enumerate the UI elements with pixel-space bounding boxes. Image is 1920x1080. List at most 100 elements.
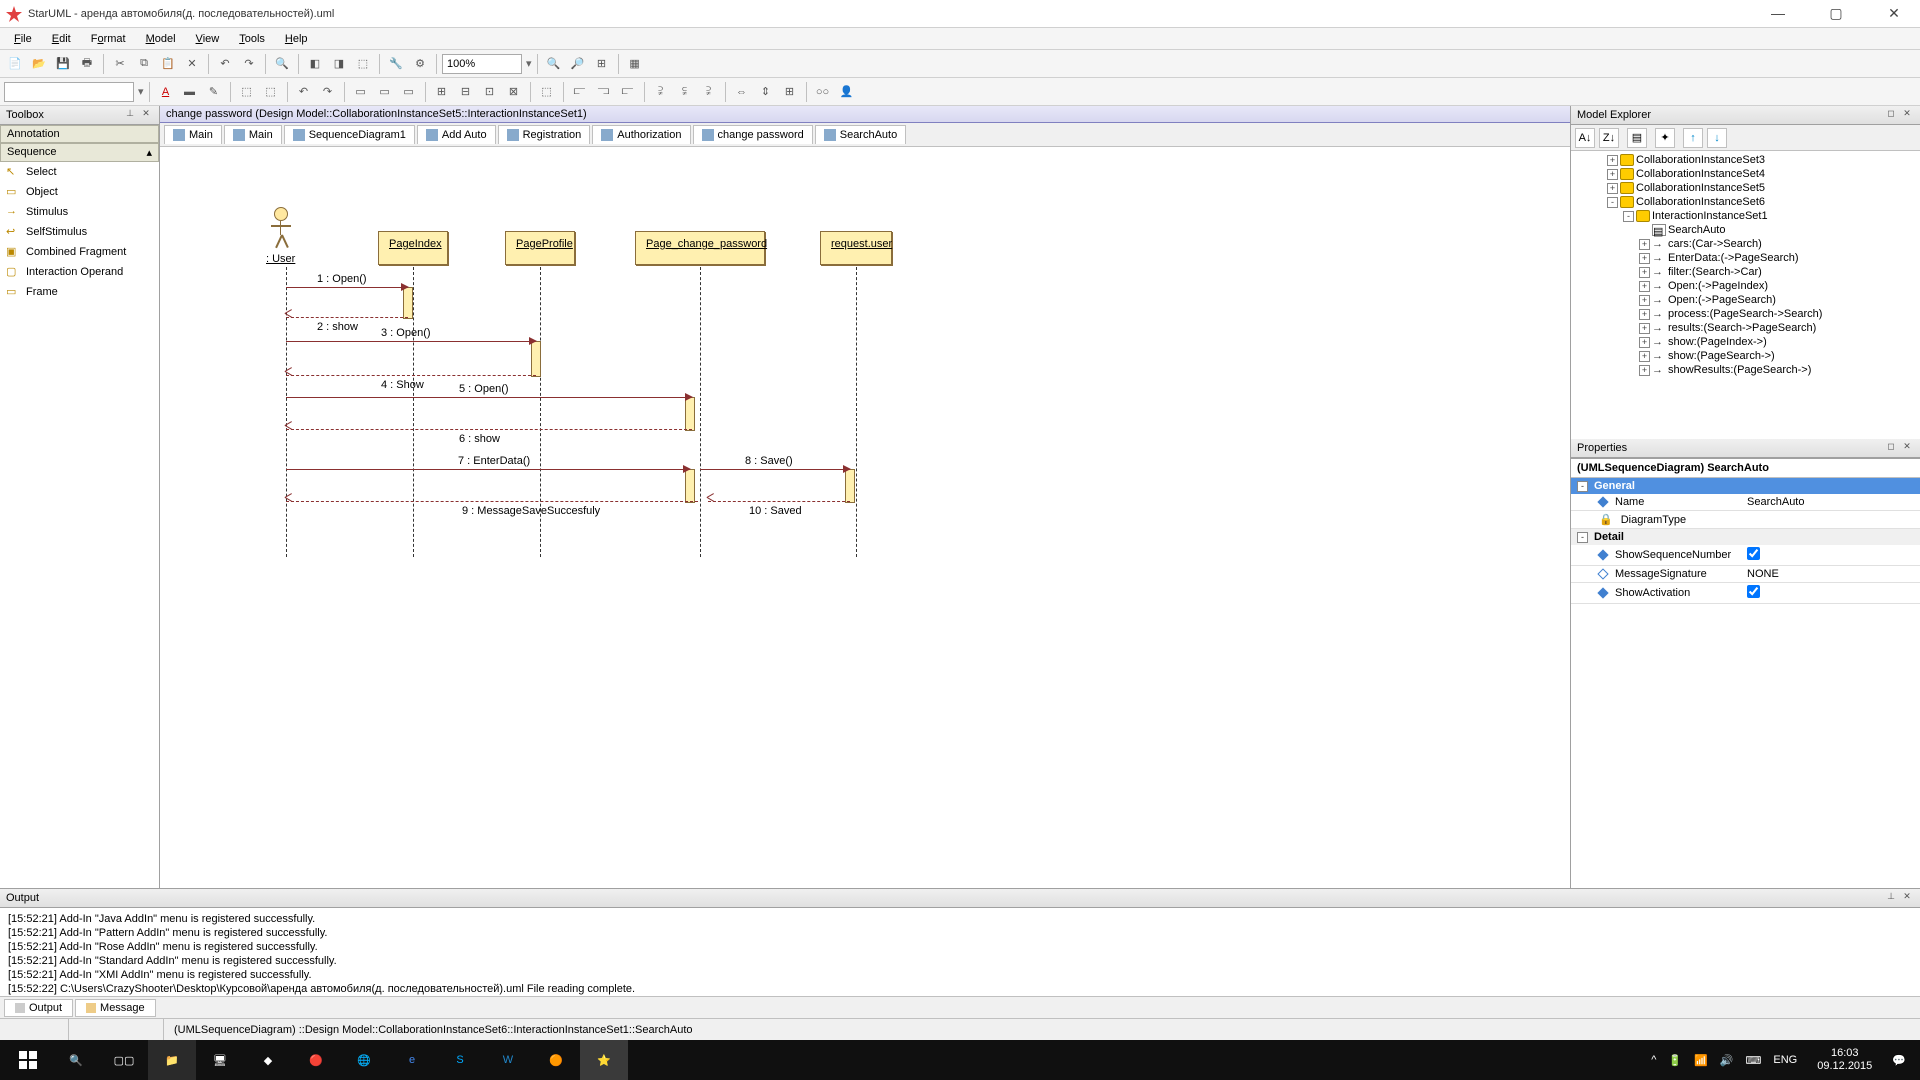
tree-item[interactable]: +→Open:(->PageIndex) <box>1571 279 1920 293</box>
align-1[interactable]: ⬚ <box>236 81 258 103</box>
search-icon[interactable]: 🔍 <box>52 1040 100 1080</box>
taskview-icon[interactable]: ▢▢ <box>100 1040 148 1080</box>
layout-3[interactable]: ▭ <box>398 81 420 103</box>
misc-1[interactable]: ⬚ <box>536 81 558 103</box>
activation[interactable] <box>845 469 855 503</box>
minimize-button[interactable]: — <box>1758 5 1798 22</box>
group-2[interactable]: ⊟ <box>455 81 477 103</box>
doctab-0[interactable]: Main <box>164 125 222 144</box>
dist-v[interactable]: ⇕ <box>755 81 777 103</box>
app-4-icon[interactable]: 🌐 <box>340 1040 388 1080</box>
property-row-diagramtype[interactable]: 🔒DiagramType <box>1571 511 1920 529</box>
explorer-max-icon[interactable]: ◻ <box>1884 108 1898 122</box>
fill-color-button[interactable]: ▬ <box>179 81 201 103</box>
close-panel-icon[interactable]: ✕ <box>139 108 153 122</box>
misc-3[interactable]: 👤 <box>836 81 858 103</box>
menu-edit[interactable]: Edit <box>42 31 81 47</box>
align-r[interactable]: ⫍ <box>617 81 639 103</box>
object-pageindex[interactable]: PageIndex <box>378 231 448 265</box>
group-3[interactable]: ⊡ <box>479 81 501 103</box>
model-tree[interactable]: +CollaborationInstanceSet3+Collaboration… <box>1571 151 1920 439</box>
tree-item[interactable]: +→show:(PageSearch->) <box>1571 349 1920 363</box>
paste-button[interactable]: 📋 <box>157 53 179 75</box>
sort-za-button[interactable]: Z↓ <box>1599 128 1619 148</box>
valign-t[interactable]: ⫌ <box>650 81 672 103</box>
menu-file[interactable]: File <box>4 31 42 47</box>
menu-tools[interactable]: Tools <box>229 31 275 47</box>
doctab-6[interactable]: change password <box>693 125 813 144</box>
save-button[interactable]: 💾 <box>52 53 74 75</box>
toolbox-item-selfstimulus[interactable]: ↩SelfStimulus <box>0 222 159 242</box>
notifications-icon[interactable]: 💬 <box>1892 1054 1906 1067</box>
toolbox-item-interaction-operand[interactable]: ▢Interaction Operand <box>0 262 159 282</box>
activation[interactable] <box>685 469 695 503</box>
toolbox-item-object[interactable]: ▭Object <box>0 182 159 202</box>
clock[interactable]: 16:03 09.12.2015 <box>1809 1047 1880 1073</box>
activation[interactable] <box>403 287 413 319</box>
doctab-5[interactable]: Authorization <box>592 125 690 144</box>
actor-user[interactable]: : User <box>266 207 295 265</box>
valign-b[interactable]: ⫌ <box>698 81 720 103</box>
tree-item[interactable]: -CollaborationInstanceSet6 <box>1571 195 1920 209</box>
group-4[interactable]: ⊠ <box>503 81 525 103</box>
dist-h[interactable]: ⇔ <box>731 81 753 103</box>
tree-item[interactable]: +→EnterData:(->PageSearch) <box>1571 251 1920 265</box>
rot-2[interactable]: ↷ <box>317 81 339 103</box>
object-request.user[interactable]: request.user <box>820 231 892 265</box>
message-10[interactable] <box>708 501 850 502</box>
message-7[interactable] <box>286 469 690 470</box>
align-c[interactable]: ⫎ <box>593 81 615 103</box>
sort-az-button[interactable]: A↓ <box>1575 128 1595 148</box>
tree-item[interactable]: +→process:(PageSearch->Search) <box>1571 307 1920 321</box>
open-button[interactable]: 📂 <box>28 53 50 75</box>
edge-icon[interactable]: e <box>388 1040 436 1080</box>
tool-c-button[interactable]: ⬚ <box>352 53 374 75</box>
props-close-icon[interactable]: ✕ <box>1900 441 1914 455</box>
zoom-combo[interactable]: 100% <box>442 54 522 74</box>
zoom-in-button[interactable]: 🔍 <box>543 53 565 75</box>
skype-icon[interactable]: S <box>436 1040 484 1080</box>
language-indicator[interactable]: ENG <box>1773 1054 1797 1066</box>
find-button[interactable]: 🔍 <box>271 53 293 75</box>
property-group-detail[interactable]: -Detail <box>1571 529 1920 545</box>
volume-icon[interactable]: 🔊 <box>1720 1054 1734 1067</box>
layout-1[interactable]: ▭ <box>350 81 372 103</box>
tree-item[interactable]: +CollaborationInstanceSet4 <box>1571 167 1920 181</box>
tree-item[interactable]: +→filter:(Search->Car) <box>1571 265 1920 279</box>
message-5[interactable] <box>286 397 692 398</box>
message-6[interactable] <box>286 429 692 430</box>
message-1[interactable] <box>286 287 408 288</box>
menu-format[interactable]: Format <box>81 31 136 47</box>
property-row-messagesignature[interactable]: MessageSignatureNONE <box>1571 566 1920 583</box>
print-button[interactable]: 🖶 <box>76 53 98 75</box>
font-color-button[interactable]: A <box>155 81 177 103</box>
redo-button[interactable]: ↷ <box>238 53 260 75</box>
tree-item[interactable]: +→showResults:(PageSearch->) <box>1571 363 1920 377</box>
down-button[interactable]: ↓ <box>1707 128 1727 148</box>
view-button[interactable]: ▦ <box>624 53 646 75</box>
activation[interactable] <box>685 397 695 431</box>
start-button[interactable] <box>4 1040 52 1080</box>
staruml-taskbar-icon[interactable]: ⭐ <box>580 1040 628 1080</box>
zoom-out-button[interactable]: 🔎 <box>567 53 589 75</box>
toolbox-section-sequence[interactable]: Sequence▴ <box>0 143 159 162</box>
toolbox-section-annotation[interactable]: Annotation <box>0 125 159 143</box>
word-icon[interactable]: W <box>484 1040 532 1080</box>
explorer-close-icon[interactable]: ✕ <box>1900 108 1914 122</box>
toolbox-item-stimulus[interactable]: →Stimulus <box>0 202 159 222</box>
app-5-icon[interactable]: 🟠 <box>532 1040 580 1080</box>
property-row-showactivation[interactable]: ShowActivation <box>1571 583 1920 604</box>
tree-item[interactable]: ▤SearchAuto <box>1571 223 1920 237</box>
message-8[interactable] <box>700 469 850 470</box>
message-2[interactable] <box>286 317 408 318</box>
object-page_change_password[interactable]: Page_change_password <box>635 231 765 265</box>
pin-icon[interactable]: ⊥ <box>123 108 137 122</box>
tree-item[interactable]: +→cars:(Car->Search) <box>1571 237 1920 251</box>
output-tab-output[interactable]: Output <box>4 999 73 1017</box>
layout-2[interactable]: ▭ <box>374 81 396 103</box>
battery-icon[interactable]: 🔋 <box>1668 1054 1682 1067</box>
tree-item[interactable]: +→Open:(->PageSearch) <box>1571 293 1920 307</box>
app-1-icon[interactable]: 🖥 <box>196 1040 244 1080</box>
tool-a-button[interactable]: ◧ <box>304 53 326 75</box>
doctab-1[interactable]: Main <box>224 125 282 144</box>
